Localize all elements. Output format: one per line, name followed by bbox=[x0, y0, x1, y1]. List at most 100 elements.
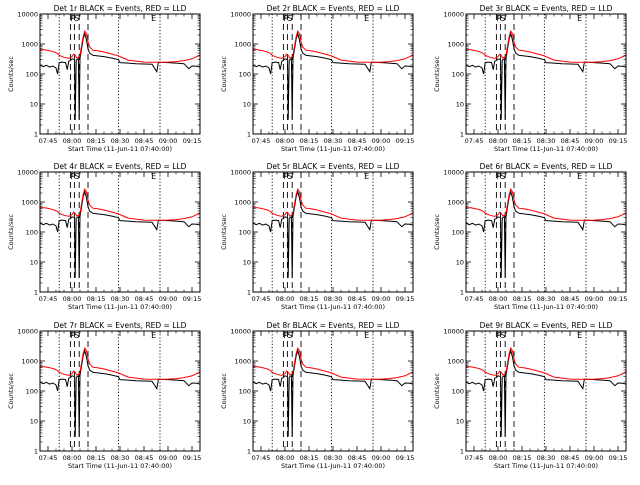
x-tick-label: 08:45 bbox=[561, 454, 580, 462]
y-tick-label: 1000 bbox=[21, 199, 38, 207]
y-tick-label: 10 bbox=[243, 101, 251, 109]
x-tick-label: 07:45 bbox=[252, 454, 271, 462]
y-tick-label: 100 bbox=[452, 229, 464, 237]
flag-label: S bbox=[500, 331, 505, 340]
x-tick-label: 08:15 bbox=[513, 137, 532, 145]
lld-series-line bbox=[252, 29, 414, 63]
chart-title: Det 2r BLACK = Events, RED = LLD bbox=[267, 4, 400, 13]
x-tick-label: 09:15 bbox=[396, 295, 415, 303]
flag-label: E bbox=[577, 14, 582, 23]
x-axis-label: Start Time (11-Jun-11 07:40:00) bbox=[281, 303, 385, 311]
y-tick-label: 1 bbox=[460, 131, 464, 139]
y-tick-label: 10 bbox=[456, 101, 464, 109]
x-tick-label: 09:15 bbox=[609, 295, 628, 303]
chart-title: Det 4r BLACK = Events, RED = LLD bbox=[54, 162, 187, 171]
y-axis-label: Counts/sec bbox=[220, 214, 228, 250]
y-tick-label: 1 bbox=[247, 289, 251, 297]
y-tick-label: 10000 bbox=[230, 328, 251, 336]
x-tick-label: 09:00 bbox=[159, 295, 178, 303]
x-tick-label: 07:45 bbox=[252, 137, 271, 145]
y-axis-label: Counts/sec bbox=[7, 373, 15, 409]
y-tick-label: 100 bbox=[26, 71, 38, 79]
y-tick-label: 1000 bbox=[234, 358, 251, 366]
y-tick-label: 100 bbox=[26, 388, 38, 396]
chart-title: Det 1r BLACK = Events, RED = LLD bbox=[54, 4, 187, 13]
y-tick-label: 10000 bbox=[443, 169, 464, 177]
x-tick-label: 08:30 bbox=[324, 137, 343, 145]
y-tick-label: 1 bbox=[34, 131, 38, 139]
y-tick-label: 10000 bbox=[230, 11, 251, 19]
y-tick-label: 1 bbox=[460, 289, 464, 297]
flag-label: S bbox=[287, 331, 292, 340]
y-tick-label: 10000 bbox=[443, 328, 464, 336]
x-tick-label: 08:45 bbox=[561, 295, 580, 303]
y-axis-label: Counts/sec bbox=[433, 56, 441, 92]
flag-label: E bbox=[577, 331, 582, 340]
events-series-line bbox=[252, 31, 414, 120]
x-tick-label: 07:45 bbox=[465, 454, 484, 462]
y-axis-label: Counts/sec bbox=[433, 214, 441, 250]
flag-label: E bbox=[151, 172, 156, 181]
y-axis-label: Counts/sec bbox=[433, 373, 441, 409]
x-tick-label: 09:15 bbox=[396, 137, 415, 145]
flag-label: S bbox=[74, 331, 79, 340]
flag-label: P bbox=[496, 14, 501, 23]
y-tick-label: 1 bbox=[247, 448, 251, 456]
y-tick-label: 1000 bbox=[447, 41, 464, 49]
x-tick-label: 08:15 bbox=[87, 454, 106, 462]
x-tick-label: 08:00 bbox=[63, 295, 82, 303]
flag-label: P bbox=[496, 331, 501, 340]
x-tick-label: 08:30 bbox=[537, 137, 556, 145]
lld-series-line bbox=[465, 187, 627, 221]
chart-title: Det 7r BLACK = Events, RED = LLD bbox=[54, 321, 187, 330]
y-tick-label: 1 bbox=[247, 131, 251, 139]
flag-label: P bbox=[496, 172, 501, 181]
plot-frame bbox=[465, 171, 627, 293]
plot-frame bbox=[39, 13, 201, 135]
x-tick-label: 08:45 bbox=[348, 295, 367, 303]
x-tick-label: 09:00 bbox=[585, 454, 604, 462]
lld-series-line bbox=[465, 346, 627, 380]
x-tick-label: 08:45 bbox=[135, 295, 154, 303]
flag-label: S bbox=[500, 172, 505, 181]
flag-label: E bbox=[151, 14, 156, 23]
plot-frame bbox=[252, 330, 414, 452]
y-axis-label: Counts/sec bbox=[220, 373, 228, 409]
x-tick-label: 09:15 bbox=[183, 454, 202, 462]
flag-label: P bbox=[283, 331, 288, 340]
x-tick-label: 08:15 bbox=[513, 295, 532, 303]
x-tick-label: 09:15 bbox=[183, 295, 202, 303]
y-tick-label: 100 bbox=[239, 388, 251, 396]
x-tick-label: 08:45 bbox=[135, 137, 154, 145]
y-tick-label: 10 bbox=[30, 101, 38, 109]
x-tick-label: 09:15 bbox=[609, 137, 628, 145]
x-tick-label: 08:00 bbox=[489, 137, 508, 145]
x-tick-label: 07:45 bbox=[39, 454, 58, 462]
lld-series-line bbox=[465, 29, 627, 63]
lld-series-line bbox=[39, 187, 201, 221]
plot-frame bbox=[39, 330, 201, 452]
x-tick-label: 09:00 bbox=[372, 295, 391, 303]
x-tick-label: 08:30 bbox=[537, 295, 556, 303]
x-tick-label: 09:15 bbox=[609, 454, 628, 462]
y-tick-label: 100 bbox=[239, 71, 251, 79]
x-axis-label: Start Time (11-Jun-11 07:40:00) bbox=[494, 303, 598, 311]
x-tick-label: 08:15 bbox=[87, 295, 106, 303]
y-tick-label: 10 bbox=[456, 259, 464, 267]
flag-label: E bbox=[364, 331, 369, 340]
flag-label: E bbox=[577, 172, 582, 181]
flag-label: E bbox=[364, 14, 369, 23]
events-series-line bbox=[465, 31, 627, 120]
y-tick-label: 1000 bbox=[21, 358, 38, 366]
y-tick-label: 10000 bbox=[17, 169, 38, 177]
flag-label: S bbox=[74, 172, 79, 181]
plot-frame bbox=[465, 13, 627, 135]
x-tick-label: 08:15 bbox=[300, 137, 319, 145]
